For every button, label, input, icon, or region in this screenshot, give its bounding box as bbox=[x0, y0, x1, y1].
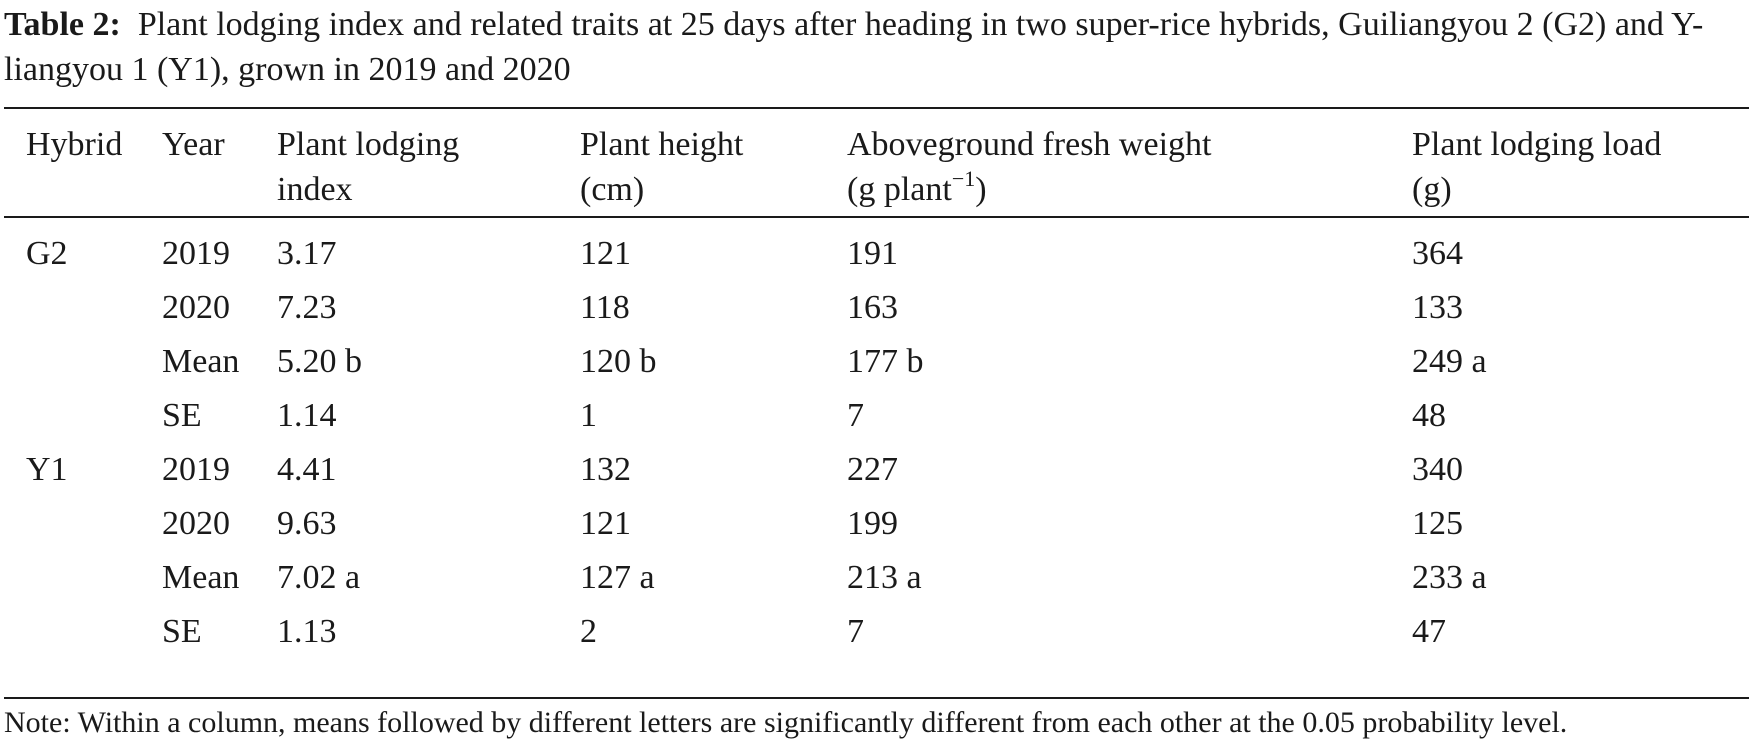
cell-year: 2020 bbox=[162, 289, 230, 326]
cell-plant-height: 127 a bbox=[580, 559, 655, 596]
cell-aboveground-fresh-weight: 177 b bbox=[847, 343, 924, 380]
cell-plant-lodging-load: 233 a bbox=[1412, 559, 1487, 596]
cell-plant-lodging-load: 340 bbox=[1412, 451, 1463, 488]
cell-plant-lodging-load: 249 a bbox=[1412, 343, 1487, 380]
cell-aboveground-fresh-weight: 163 bbox=[847, 289, 898, 326]
cell-year: 2020 bbox=[162, 505, 230, 542]
header-plant-lodging-index: Plant lodging index bbox=[277, 126, 460, 208]
cell-plant-lodging-load: 133 bbox=[1412, 289, 1463, 326]
cell-plant-lodging-index: 5.20 b bbox=[277, 343, 362, 380]
cell-aboveground-fresh-weight: 213 a bbox=[847, 559, 922, 596]
cell-plant-lodging-load: 47 bbox=[1412, 613, 1446, 650]
header-rule bbox=[4, 216, 1749, 218]
cell-plant-lodging-index: 7.23 bbox=[277, 289, 337, 326]
cell-year: Mean bbox=[162, 559, 240, 596]
cell-year: Mean bbox=[162, 343, 240, 380]
cell-year: 2019 bbox=[162, 451, 230, 488]
cell-hybrid: Y1 bbox=[26, 451, 68, 488]
cell-plant-lodging-index: 1.14 bbox=[277, 397, 337, 434]
cell-plant-height: 121 bbox=[580, 235, 631, 272]
table-caption-text: Plant lodging index and related traits a… bbox=[4, 6, 1704, 88]
cell-year: SE bbox=[162, 613, 202, 650]
cell-plant-lodging-index: 1.13 bbox=[277, 613, 337, 650]
header-year: Year bbox=[162, 126, 225, 163]
cell-aboveground-fresh-weight: 7 bbox=[847, 397, 864, 434]
cell-plant-height: 1 bbox=[580, 397, 597, 434]
top-rule bbox=[4, 107, 1749, 109]
bottom-rule bbox=[4, 697, 1749, 699]
cell-plant-height: 120 b bbox=[580, 343, 657, 380]
cell-plant-lodging-index: 9.63 bbox=[277, 505, 337, 542]
cell-aboveground-fresh-weight: 199 bbox=[847, 505, 898, 542]
cell-year: SE bbox=[162, 397, 202, 434]
cell-plant-height: 118 bbox=[580, 289, 630, 326]
cell-aboveground-fresh-weight: 7 bbox=[847, 613, 864, 650]
cell-plant-lodging-load: 48 bbox=[1412, 397, 1446, 434]
header-hybrid: Hybrid bbox=[26, 126, 123, 163]
cell-aboveground-fresh-weight: 191 bbox=[847, 235, 898, 272]
cell-plant-lodging-load: 364 bbox=[1412, 235, 1463, 272]
cell-plant-height: 2 bbox=[580, 613, 597, 650]
cell-plant-lodging-load: 125 bbox=[1412, 505, 1463, 542]
cell-plant-height: 132 bbox=[580, 451, 631, 488]
header-plant-lodging-load: Plant lodging load (g) bbox=[1412, 126, 1662, 208]
table-label: Table 2: bbox=[4, 6, 121, 43]
table-note: Note: Within a column, means followed by… bbox=[4, 706, 1568, 739]
cell-plant-lodging-index: 3.17 bbox=[277, 235, 337, 272]
table-caption: Table 2: Plant lodging index and related… bbox=[4, 2, 1749, 92]
cell-plant-height: 121 bbox=[580, 505, 631, 542]
cell-plant-lodging-index: 7.02 a bbox=[277, 559, 361, 596]
header-plant-height: Plant height (cm) bbox=[580, 126, 744, 208]
cell-aboveground-fresh-weight: 227 bbox=[847, 451, 898, 488]
cell-plant-lodging-index: 4.41 bbox=[277, 451, 337, 488]
header-aboveground-fresh-weight: Aboveground fresh weight (g plant−1) bbox=[847, 126, 1212, 208]
cell-hybrid: G2 bbox=[26, 235, 68, 272]
cell-year: 2019 bbox=[162, 235, 230, 272]
